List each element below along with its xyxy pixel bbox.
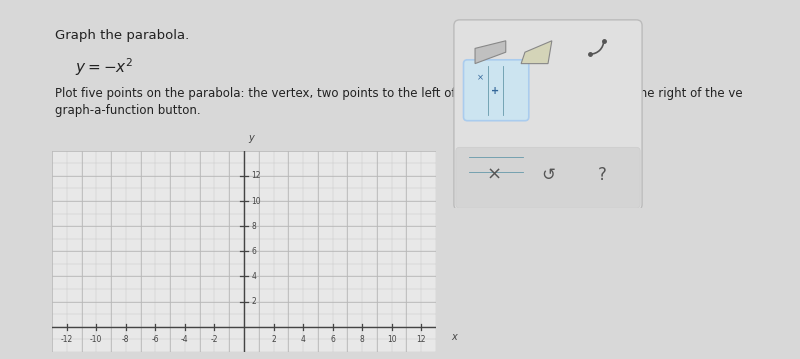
- Text: ×: ×: [486, 166, 502, 184]
- Text: x: x: [451, 332, 457, 342]
- Text: 6: 6: [330, 335, 335, 345]
- Text: 12: 12: [417, 335, 426, 345]
- Text: 12: 12: [251, 171, 261, 181]
- Text: 6: 6: [251, 247, 256, 256]
- Text: 2: 2: [251, 297, 256, 306]
- Text: -10: -10: [90, 335, 102, 345]
- Text: -8: -8: [122, 335, 130, 345]
- Polygon shape: [521, 41, 552, 64]
- FancyBboxPatch shape: [454, 20, 642, 210]
- Text: Graph the parabola.: Graph the parabola.: [55, 29, 190, 42]
- Text: $y = {-x}^2$: $y = {-x}^2$: [75, 56, 134, 78]
- Text: 8: 8: [360, 335, 365, 345]
- Text: 8: 8: [251, 222, 256, 231]
- Polygon shape: [475, 41, 506, 64]
- Text: ?: ?: [598, 166, 606, 184]
- Text: 2: 2: [271, 335, 276, 345]
- Text: -2: -2: [210, 335, 218, 345]
- Text: -12: -12: [61, 335, 73, 345]
- Text: Plot five points on the parabola: the vertex, two points to the left of the vert: Plot five points on the parabola: the ve…: [55, 87, 742, 100]
- Text: -6: -6: [151, 335, 159, 345]
- Text: 4: 4: [251, 272, 256, 281]
- Text: -4: -4: [181, 335, 189, 345]
- Text: y: y: [248, 133, 254, 143]
- Text: graph-a-function button.: graph-a-function button.: [55, 104, 201, 117]
- FancyBboxPatch shape: [463, 60, 529, 121]
- Text: 10: 10: [387, 335, 397, 345]
- Text: ↺: ↺: [541, 166, 555, 184]
- Text: 4: 4: [301, 335, 306, 345]
- Text: ×: ×: [477, 73, 484, 82]
- Text: 10: 10: [251, 196, 261, 206]
- FancyBboxPatch shape: [456, 147, 640, 208]
- Text: +: +: [491, 86, 499, 96]
